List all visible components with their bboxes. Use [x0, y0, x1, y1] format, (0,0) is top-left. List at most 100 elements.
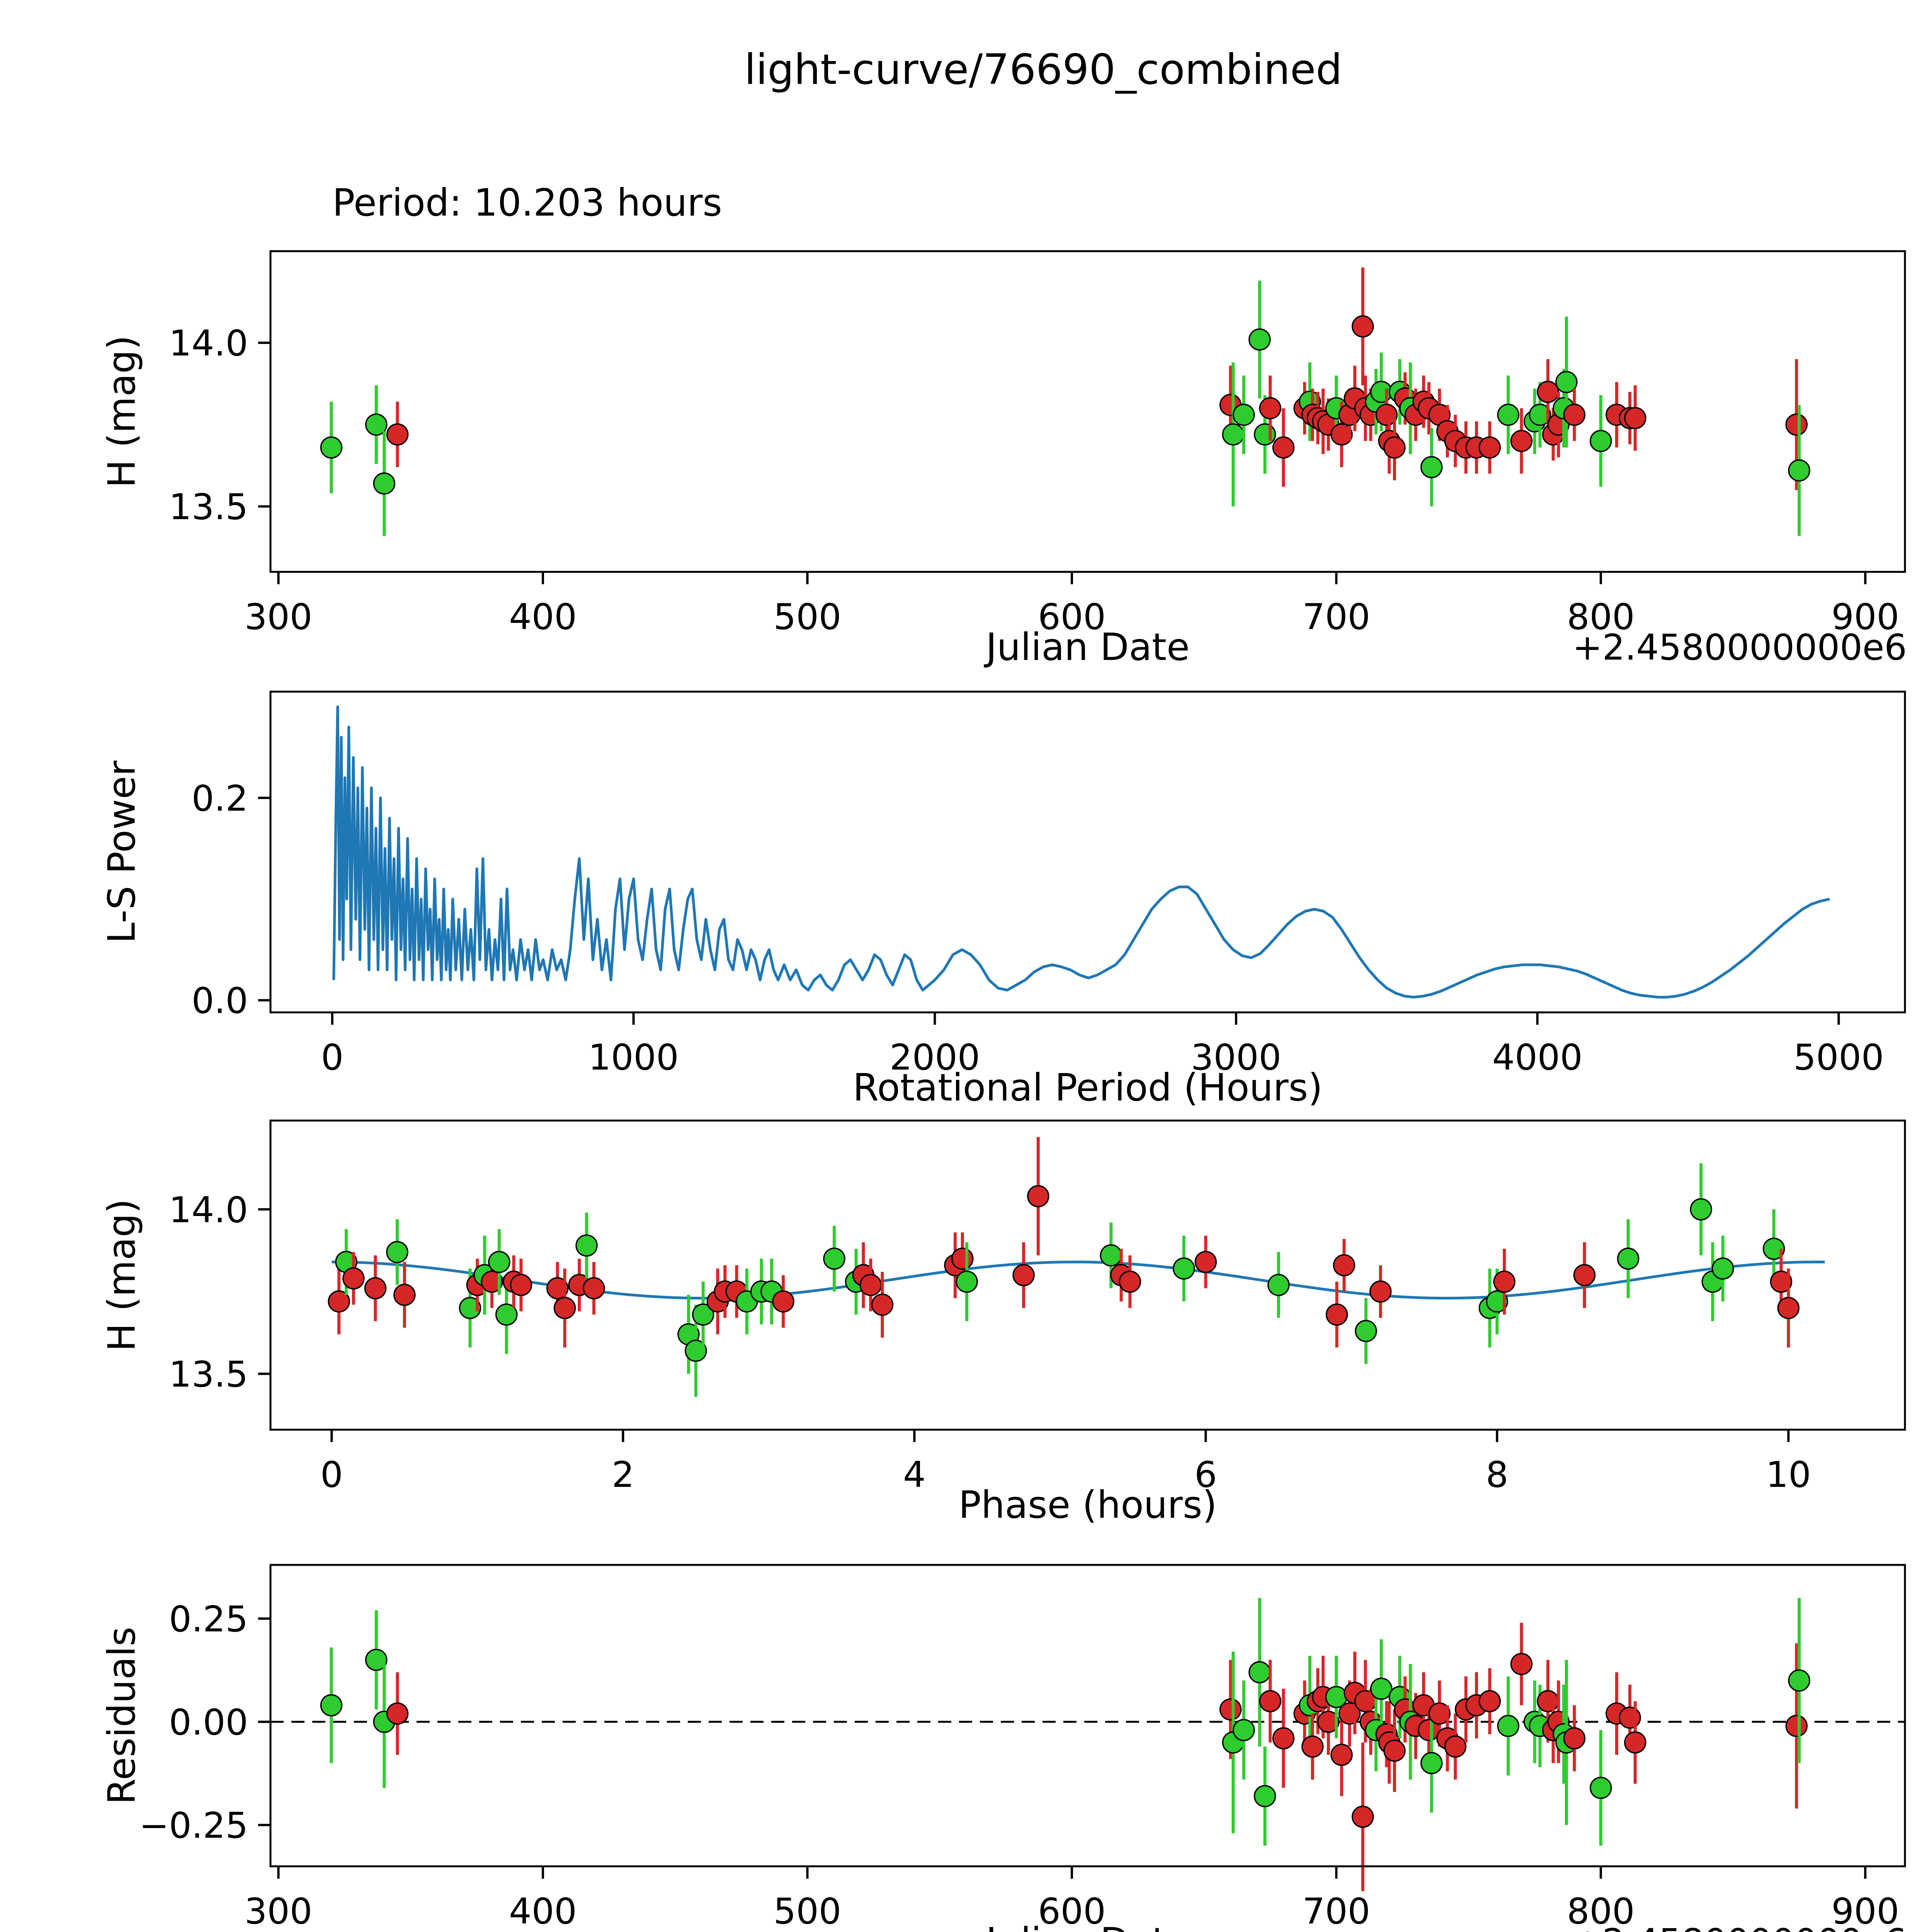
x-tick-label: 900 [1832, 596, 1900, 638]
data-point [1012, 1264, 1035, 1286]
data-point [386, 1241, 408, 1264]
data-point [1194, 1251, 1217, 1273]
data-point [1272, 436, 1295, 459]
period-annotation: Period: 10.203 hours [332, 181, 722, 224]
data-point [1762, 1238, 1785, 1260]
data-point [328, 1290, 350, 1313]
data-point [1420, 1752, 1443, 1774]
x-tick-label: 2000 [889, 1037, 980, 1078]
y-tick-label: 0.0 [192, 980, 248, 1022]
data-point [1563, 1727, 1586, 1750]
data-point [1711, 1257, 1734, 1280]
periodogram-line [332, 705, 1830, 999]
x-tick-label: 10 [1766, 1454, 1811, 1495]
data-point [546, 1277, 569, 1299]
x-tick-label: 700 [1303, 596, 1371, 638]
data-point [823, 1247, 845, 1270]
data-point [1219, 1698, 1242, 1721]
data-point [1537, 1690, 1559, 1713]
data-point [1333, 1254, 1355, 1277]
data-point [1590, 430, 1612, 452]
data-point [1478, 436, 1501, 459]
data-point [1493, 1270, 1515, 1293]
data-point [1785, 1714, 1808, 1737]
data-point [1370, 381, 1393, 403]
x-tick-label: 1000 [588, 1037, 679, 1078]
data-point [1259, 1690, 1282, 1713]
x-tick-label: 500 [774, 596, 842, 638]
data-point [1352, 315, 1374, 338]
axes-frame [269, 250, 1906, 573]
data-point [510, 1274, 532, 1296]
data-point [364, 1277, 387, 1299]
data-point [583, 1277, 605, 1299]
data-point [1619, 1706, 1641, 1729]
data-point [1330, 1743, 1353, 1766]
panel-phase-folded: 0 2 4 6 8 10 13.5 14.0 [169, 1119, 1906, 1495]
data-point [1573, 1264, 1596, 1286]
ylabel-residuals: Residuals [100, 1626, 144, 1805]
x-tick-label: 8 [1486, 1454, 1509, 1495]
data-point [772, 1290, 794, 1313]
x-tick-label: 600 [1038, 596, 1106, 638]
data-point [956, 1270, 978, 1293]
xlabel-julian-date-bottom: Julian Date [986, 1920, 1190, 1932]
data-point [1510, 1653, 1533, 1675]
data-point [1529, 403, 1551, 426]
x-tick-label: 3000 [1191, 1037, 1281, 1078]
data-point [1027, 1185, 1049, 1208]
data-point [1317, 1711, 1340, 1733]
data-point [1497, 1714, 1520, 1737]
data-point [488, 1251, 510, 1273]
data-point [1272, 1727, 1295, 1750]
x-tick-label: 0 [320, 1454, 343, 1495]
data-point [1617, 1247, 1639, 1270]
data-point [1383, 1740, 1406, 1762]
y-tick-label: 13.5 [169, 1354, 248, 1395]
xlabel-julian-date-top: Julian Date [986, 625, 1190, 669]
panel-residuals: 300 400 500 600 700 800 900 −0.25 0.00 0.25 [139, 1564, 1906, 1932]
axes-frame [269, 690, 1906, 1014]
data-point [1222, 423, 1245, 446]
x-tick-label: 800 [1567, 596, 1635, 638]
data-point [1259, 397, 1282, 420]
x-tick-label: 0 [321, 1037, 344, 1078]
data-point [1330, 423, 1353, 446]
data-point [342, 1267, 365, 1290]
x-tick-label: 300 [245, 596, 313, 638]
data-point [1590, 1777, 1612, 1799]
data-point [1173, 1257, 1195, 1280]
data-point [1444, 1735, 1467, 1758]
x-offset-label-top: +2.4580000000e6 [1572, 627, 1907, 668]
panel-jd-lightcurve: 300 400 500 600 700 800 900 13.5 14.0 [169, 250, 1906, 638]
data-point [1624, 1731, 1646, 1754]
data-point [951, 1247, 974, 1270]
data-point [1301, 1735, 1324, 1758]
data-point [1248, 328, 1271, 351]
ylabel-ls-power: L-S Power [100, 760, 144, 944]
data-point [1478, 1690, 1501, 1713]
data-point [481, 1270, 503, 1293]
data-point [393, 1284, 416, 1306]
y-tick-label: −0.25 [139, 1805, 248, 1846]
data-point [1253, 423, 1276, 446]
x-tick-label: 6 [1194, 1454, 1217, 1495]
data-point [1370, 1677, 1393, 1700]
data-point [365, 413, 388, 436]
data-point [1785, 413, 1808, 436]
xlabel-phase-hours: Phase (hours) [958, 1483, 1217, 1527]
data-point [386, 423, 409, 446]
data-point [1777, 1297, 1800, 1319]
data-point [575, 1234, 598, 1257]
data-point [1355, 1320, 1377, 1342]
data-point [320, 1694, 343, 1717]
x-tick-label: 600 [1038, 1891, 1106, 1932]
x-tick-label: 4 [903, 1454, 926, 1495]
data-point [1788, 459, 1810, 482]
x-tick-label: 400 [509, 1891, 577, 1932]
data-point [1375, 403, 1398, 426]
data-point [1555, 371, 1578, 393]
data-point [859, 1274, 882, 1296]
data-point [1100, 1244, 1122, 1267]
x-tick-label: 4000 [1492, 1037, 1583, 1078]
